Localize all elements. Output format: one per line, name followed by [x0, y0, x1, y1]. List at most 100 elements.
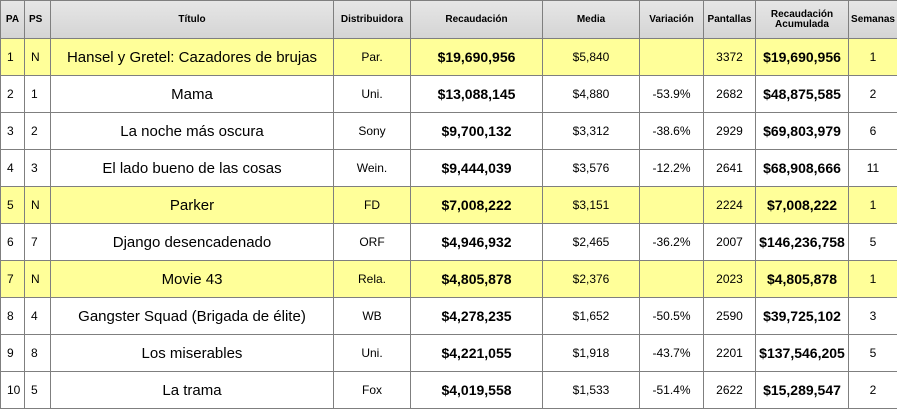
cell-distributor: FD — [334, 187, 411, 224]
cell-screens: 2201 — [704, 335, 756, 372]
cell-pa: 1 — [1, 39, 25, 76]
cell-title: El lado bueno de las cosas — [51, 150, 334, 187]
cell-distributor: WB — [334, 298, 411, 335]
header-titulo[interactable]: Título — [51, 1, 334, 39]
cell-pa: 9 — [1, 335, 25, 372]
cell-screens: 2622 — [704, 372, 756, 409]
cell-change: -50.5% — [640, 298, 704, 335]
header-semanas[interactable]: Semanas — [849, 1, 897, 39]
cell-average: $1,918 — [543, 335, 640, 372]
cell-pa: 7 — [1, 261, 25, 298]
cell-total-gross: $19,690,956 — [756, 39, 849, 76]
cell-change: -53.9% — [640, 76, 704, 113]
cell-title: La trama — [51, 372, 334, 409]
cell-title: Los miserables — [51, 335, 334, 372]
cell-weeks: 1 — [849, 261, 897, 298]
cell-average: $2,376 — [543, 261, 640, 298]
cell-title: Gangster Squad (Brigada de élite) — [51, 298, 334, 335]
cell-gross: $4,805,878 — [411, 261, 543, 298]
cell-average: $1,533 — [543, 372, 640, 409]
cell-gross: $19,690,956 — [411, 39, 543, 76]
header-media[interactable]: Media — [543, 1, 640, 39]
cell-total-gross: $4,805,878 — [756, 261, 849, 298]
cell-weeks: 2 — [849, 76, 897, 113]
cell-title: La noche más oscura — [51, 113, 334, 150]
cell-change — [640, 187, 704, 224]
cell-distributor: Uni. — [334, 335, 411, 372]
cell-pa: 4 — [1, 150, 25, 187]
cell-screens: 2641 — [704, 150, 756, 187]
cell-weeks: 1 — [849, 187, 897, 224]
cell-screens: 2929 — [704, 113, 756, 150]
cell-title: Django desencadenado — [51, 224, 334, 261]
cell-change: -38.6% — [640, 113, 704, 150]
cell-ps: 3 — [25, 150, 51, 187]
cell-gross: $7,008,222 — [411, 187, 543, 224]
cell-total-gross: $15,289,547 — [756, 372, 849, 409]
cell-weeks: 6 — [849, 113, 897, 150]
cell-distributor: Sony — [334, 113, 411, 150]
cell-total-gross: $137,546,205 — [756, 335, 849, 372]
cell-screens: 2224 — [704, 187, 756, 224]
header-recaudacion[interactable]: Recaudación — [411, 1, 543, 39]
header-pantallas[interactable]: Pantallas — [704, 1, 756, 39]
header-row: PA PS Título Distribuidora Recaudación M… — [1, 1, 897, 39]
header-ps[interactable]: PS — [25, 1, 51, 39]
cell-gross: $9,700,132 — [411, 113, 543, 150]
cell-average: $3,312 — [543, 113, 640, 150]
header-pa[interactable]: PA — [1, 1, 25, 39]
cell-ps: 1 — [25, 76, 51, 113]
cell-ps: N — [25, 261, 51, 298]
cell-ps: N — [25, 39, 51, 76]
cell-ps: 8 — [25, 335, 51, 372]
cell-change — [640, 261, 704, 298]
cell-distributor: ORF — [334, 224, 411, 261]
cell-pa: 10 — [1, 372, 25, 409]
cell-change — [640, 39, 704, 76]
cell-distributor: Par. — [334, 39, 411, 76]
header-variacion[interactable]: Variación — [640, 1, 704, 39]
cell-distributor: Wein. — [334, 150, 411, 187]
cell-title: Parker — [51, 187, 334, 224]
header-distribuidora[interactable]: Distribuidora — [334, 1, 411, 39]
cell-weeks: 1 — [849, 39, 897, 76]
cell-change: -12.2% — [640, 150, 704, 187]
cell-total-gross: $39,725,102 — [756, 298, 849, 335]
cell-title: Movie 43 — [51, 261, 334, 298]
cell-average: $3,576 — [543, 150, 640, 187]
cell-ps: 5 — [25, 372, 51, 409]
cell-ps: 4 — [25, 298, 51, 335]
cell-pa: 2 — [1, 76, 25, 113]
header-acumulada[interactable]: Recaudación Acumulada — [756, 1, 849, 39]
cell-screens: 2007 — [704, 224, 756, 261]
cell-weeks: 11 — [849, 150, 897, 187]
cell-distributor: Fox — [334, 372, 411, 409]
cell-gross: $4,019,558 — [411, 372, 543, 409]
cell-average: $3,151 — [543, 187, 640, 224]
cell-gross: $13,088,145 — [411, 76, 543, 113]
cell-weeks: 5 — [849, 335, 897, 372]
cell-weeks: 3 — [849, 298, 897, 335]
cell-title: Mama — [51, 76, 334, 113]
cell-screens: 2023 — [704, 261, 756, 298]
cell-change: -51.4% — [640, 372, 704, 409]
cell-pa: 8 — [1, 298, 25, 335]
cell-gross: $4,946,932 — [411, 224, 543, 261]
cell-distributor: Rela. — [334, 261, 411, 298]
cell-gross: $4,221,055 — [411, 335, 543, 372]
cell-screens: 3372 — [704, 39, 756, 76]
cell-weeks: 2 — [849, 372, 897, 409]
cell-ps: 7 — [25, 224, 51, 261]
cell-title: Hansel y Gretel: Cazadores de brujas — [51, 39, 334, 76]
